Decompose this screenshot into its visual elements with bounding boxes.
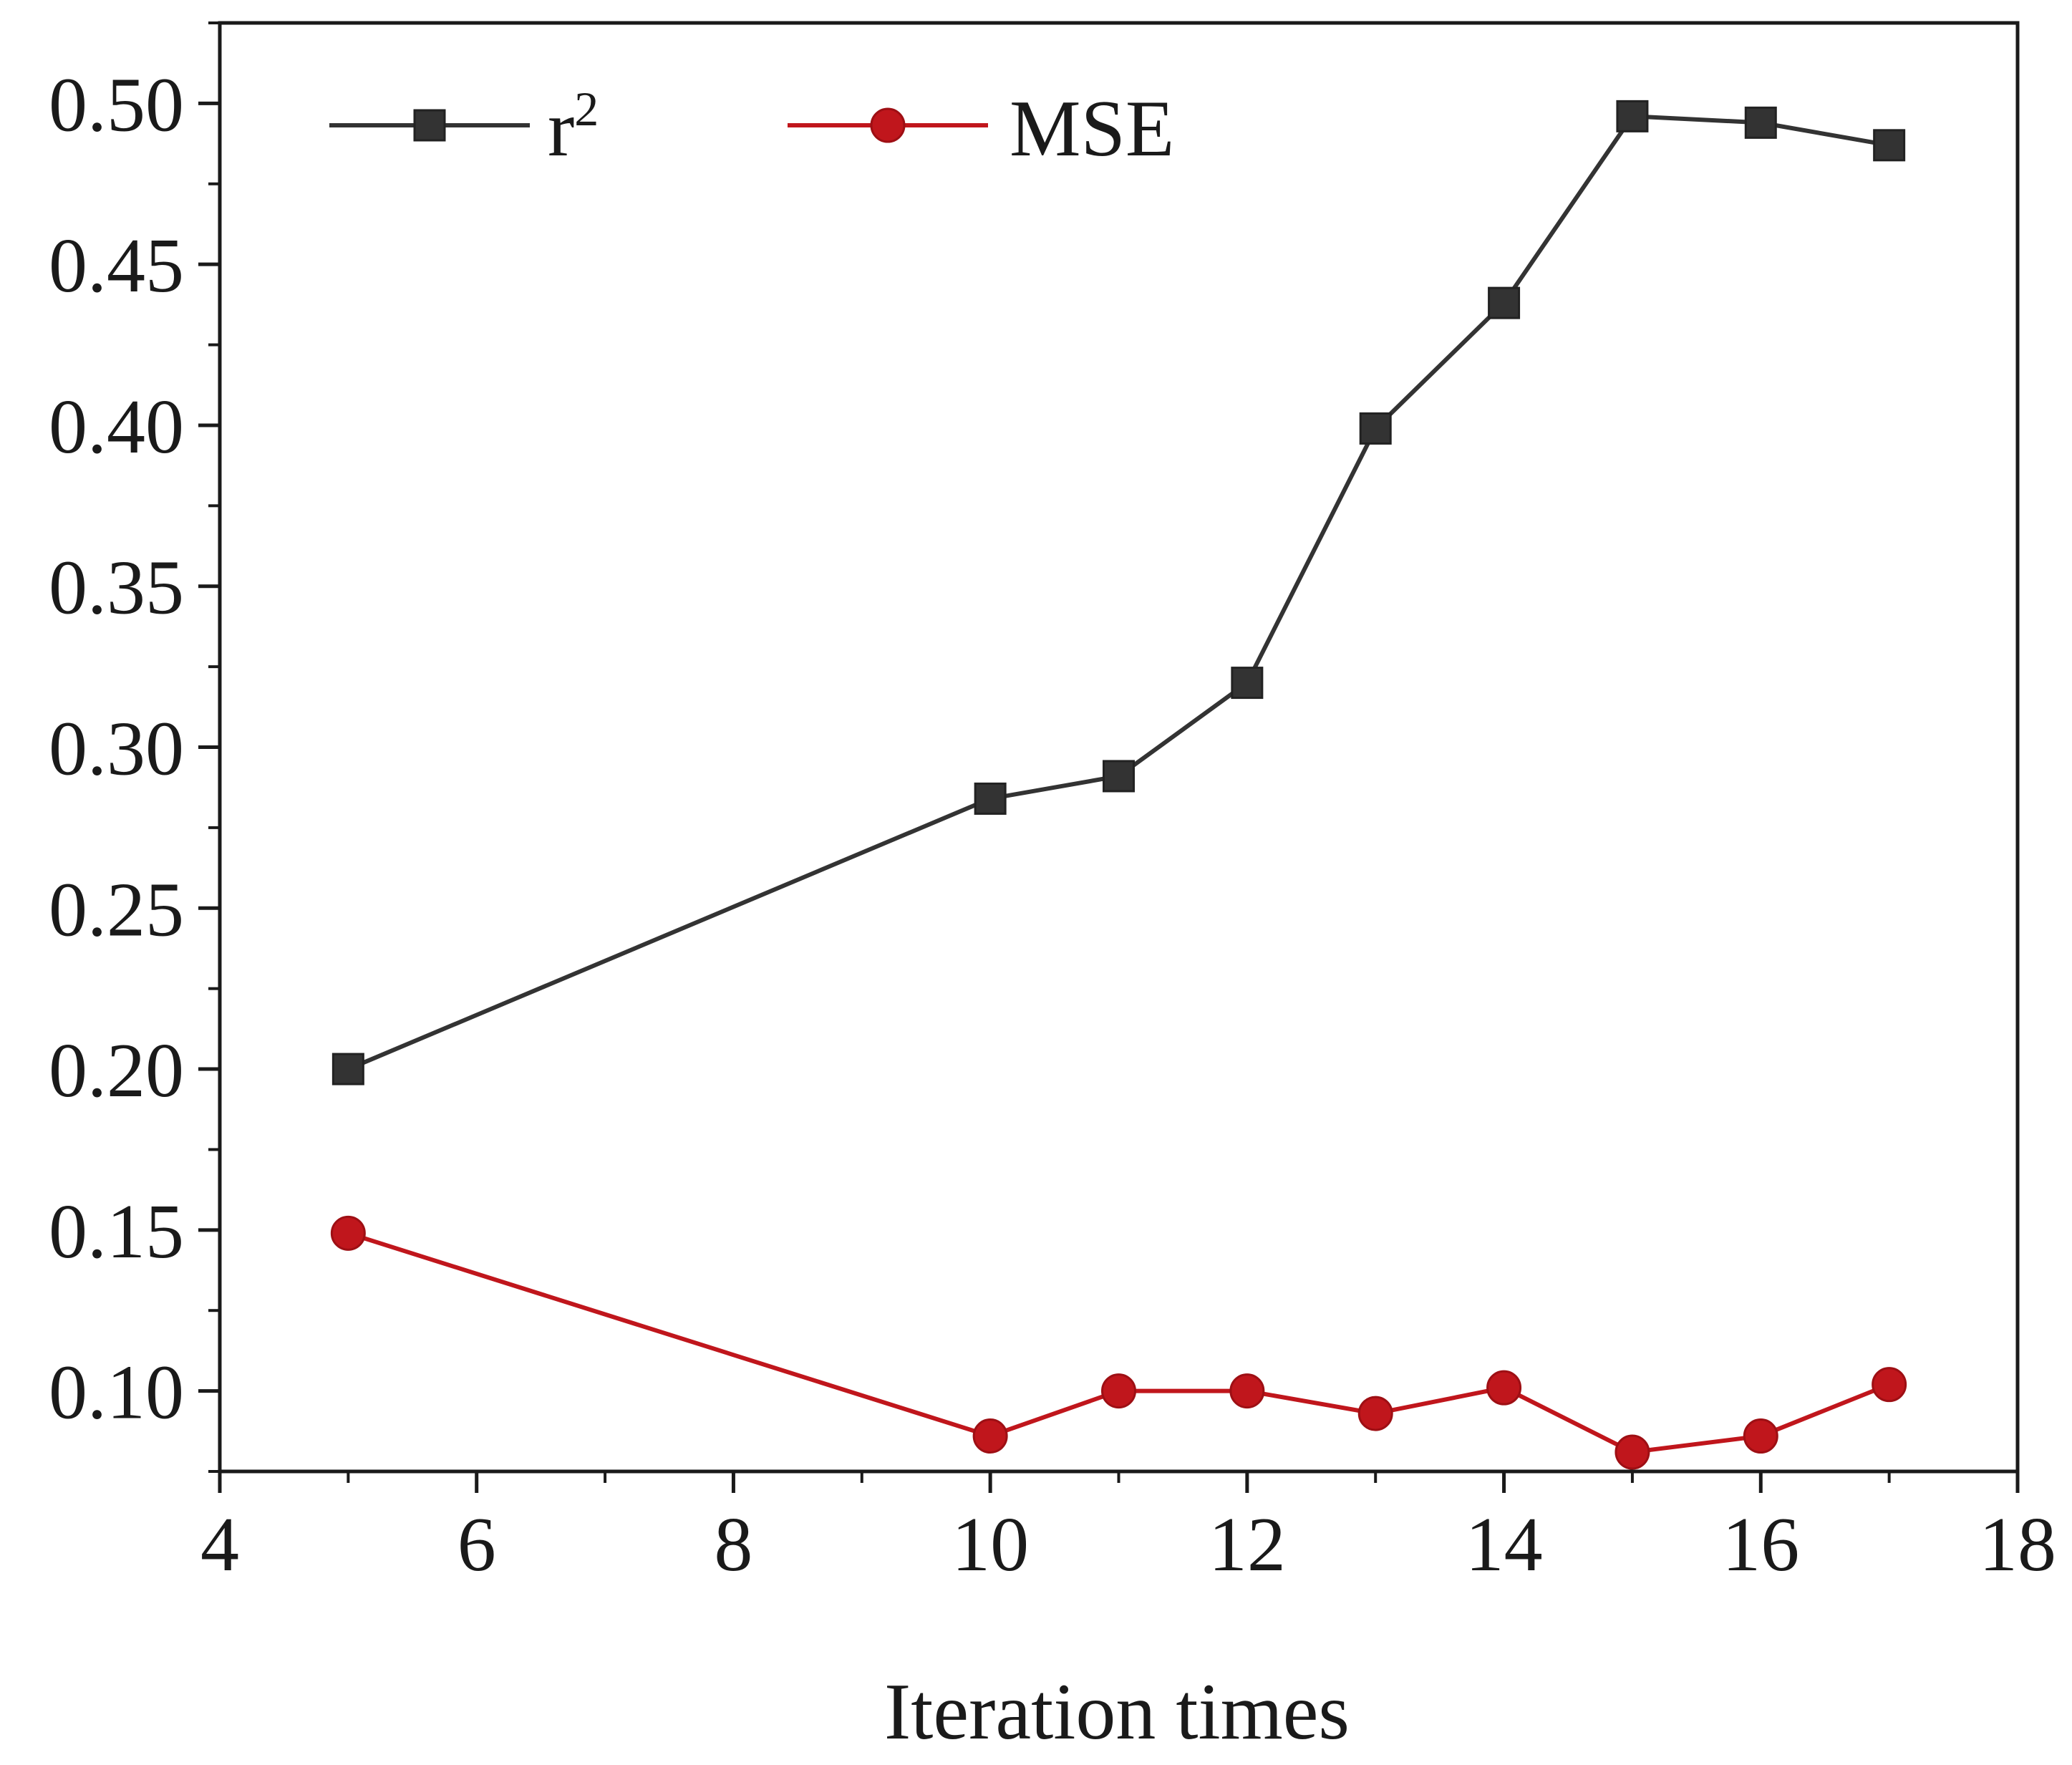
series-r2: [331, 100, 1906, 1085]
legend: r2 MSE: [329, 82, 1174, 173]
legend-marker-mse: [870, 107, 906, 143]
data-point: [1743, 1418, 1778, 1454]
plot-frame: [218, 21, 2020, 1474]
legend-marker-r2: [413, 109, 446, 142]
legend-label-r2: r2: [548, 82, 599, 173]
series-line: [347, 1231, 1890, 1455]
y-axis: 0.10 0.15 0.20 0.25 0.30 0.35 0.40 0.45 0.50: [49, 21, 220, 1473]
data-point: [1616, 100, 1649, 132]
x-axis: 4 6 8 10 12 14 16 18: [200, 1471, 2056, 1587]
data-point: [1486, 1370, 1522, 1406]
y-tick-label: 0.25: [49, 867, 184, 952]
data-point: [1229, 1373, 1265, 1409]
data-point: [1614, 1434, 1650, 1470]
data-point: [1872, 1367, 1907, 1403]
x-tick-label: 12: [1209, 1502, 1286, 1587]
y-tick-label: 0.20: [49, 1028, 184, 1113]
y-tick-label: 0.40: [49, 385, 184, 470]
series-line: [347, 114, 1890, 1071]
series-mse: [330, 1215, 1907, 1470]
x-tick-label: 10: [952, 1502, 1029, 1587]
data-point: [1873, 129, 1906, 162]
data-point: [972, 1418, 1008, 1454]
x-tick-label: 16: [1722, 1502, 1799, 1587]
y-tick-label: 0.30: [49, 707, 184, 792]
y-tick-label: 0.15: [49, 1189, 184, 1275]
data-point: [331, 1053, 364, 1085]
y-tick-label: 0.50: [49, 62, 184, 148]
data-point: [1744, 106, 1777, 139]
data-point: [1488, 286, 1521, 319]
y-tick-label: 0.45: [49, 223, 184, 309]
data-point: [974, 782, 1007, 815]
data-point: [1359, 412, 1392, 445]
x-tick-label: 14: [1466, 1502, 1543, 1587]
data-point: [1103, 760, 1135, 793]
data-point: [1231, 667, 1264, 700]
x-axis-title: Iteration times: [884, 1668, 1350, 1756]
x-tick-label: 18: [1979, 1502, 2056, 1587]
series-layer: [330, 100, 1907, 1470]
x-tick-label: 4: [200, 1502, 239, 1587]
data-point: [1357, 1396, 1393, 1431]
data-point: [330, 1215, 366, 1251]
y-tick-label: 0.10: [49, 1350, 184, 1436]
x-tick-label: 6: [458, 1502, 496, 1587]
legend-label-mse: MSE: [1010, 84, 1174, 173]
y-tick-label: 0.35: [49, 546, 184, 631]
data-point: [1101, 1373, 1136, 1409]
x-tick-label: 8: [714, 1502, 752, 1587]
plot-border: [218, 21, 2020, 1474]
